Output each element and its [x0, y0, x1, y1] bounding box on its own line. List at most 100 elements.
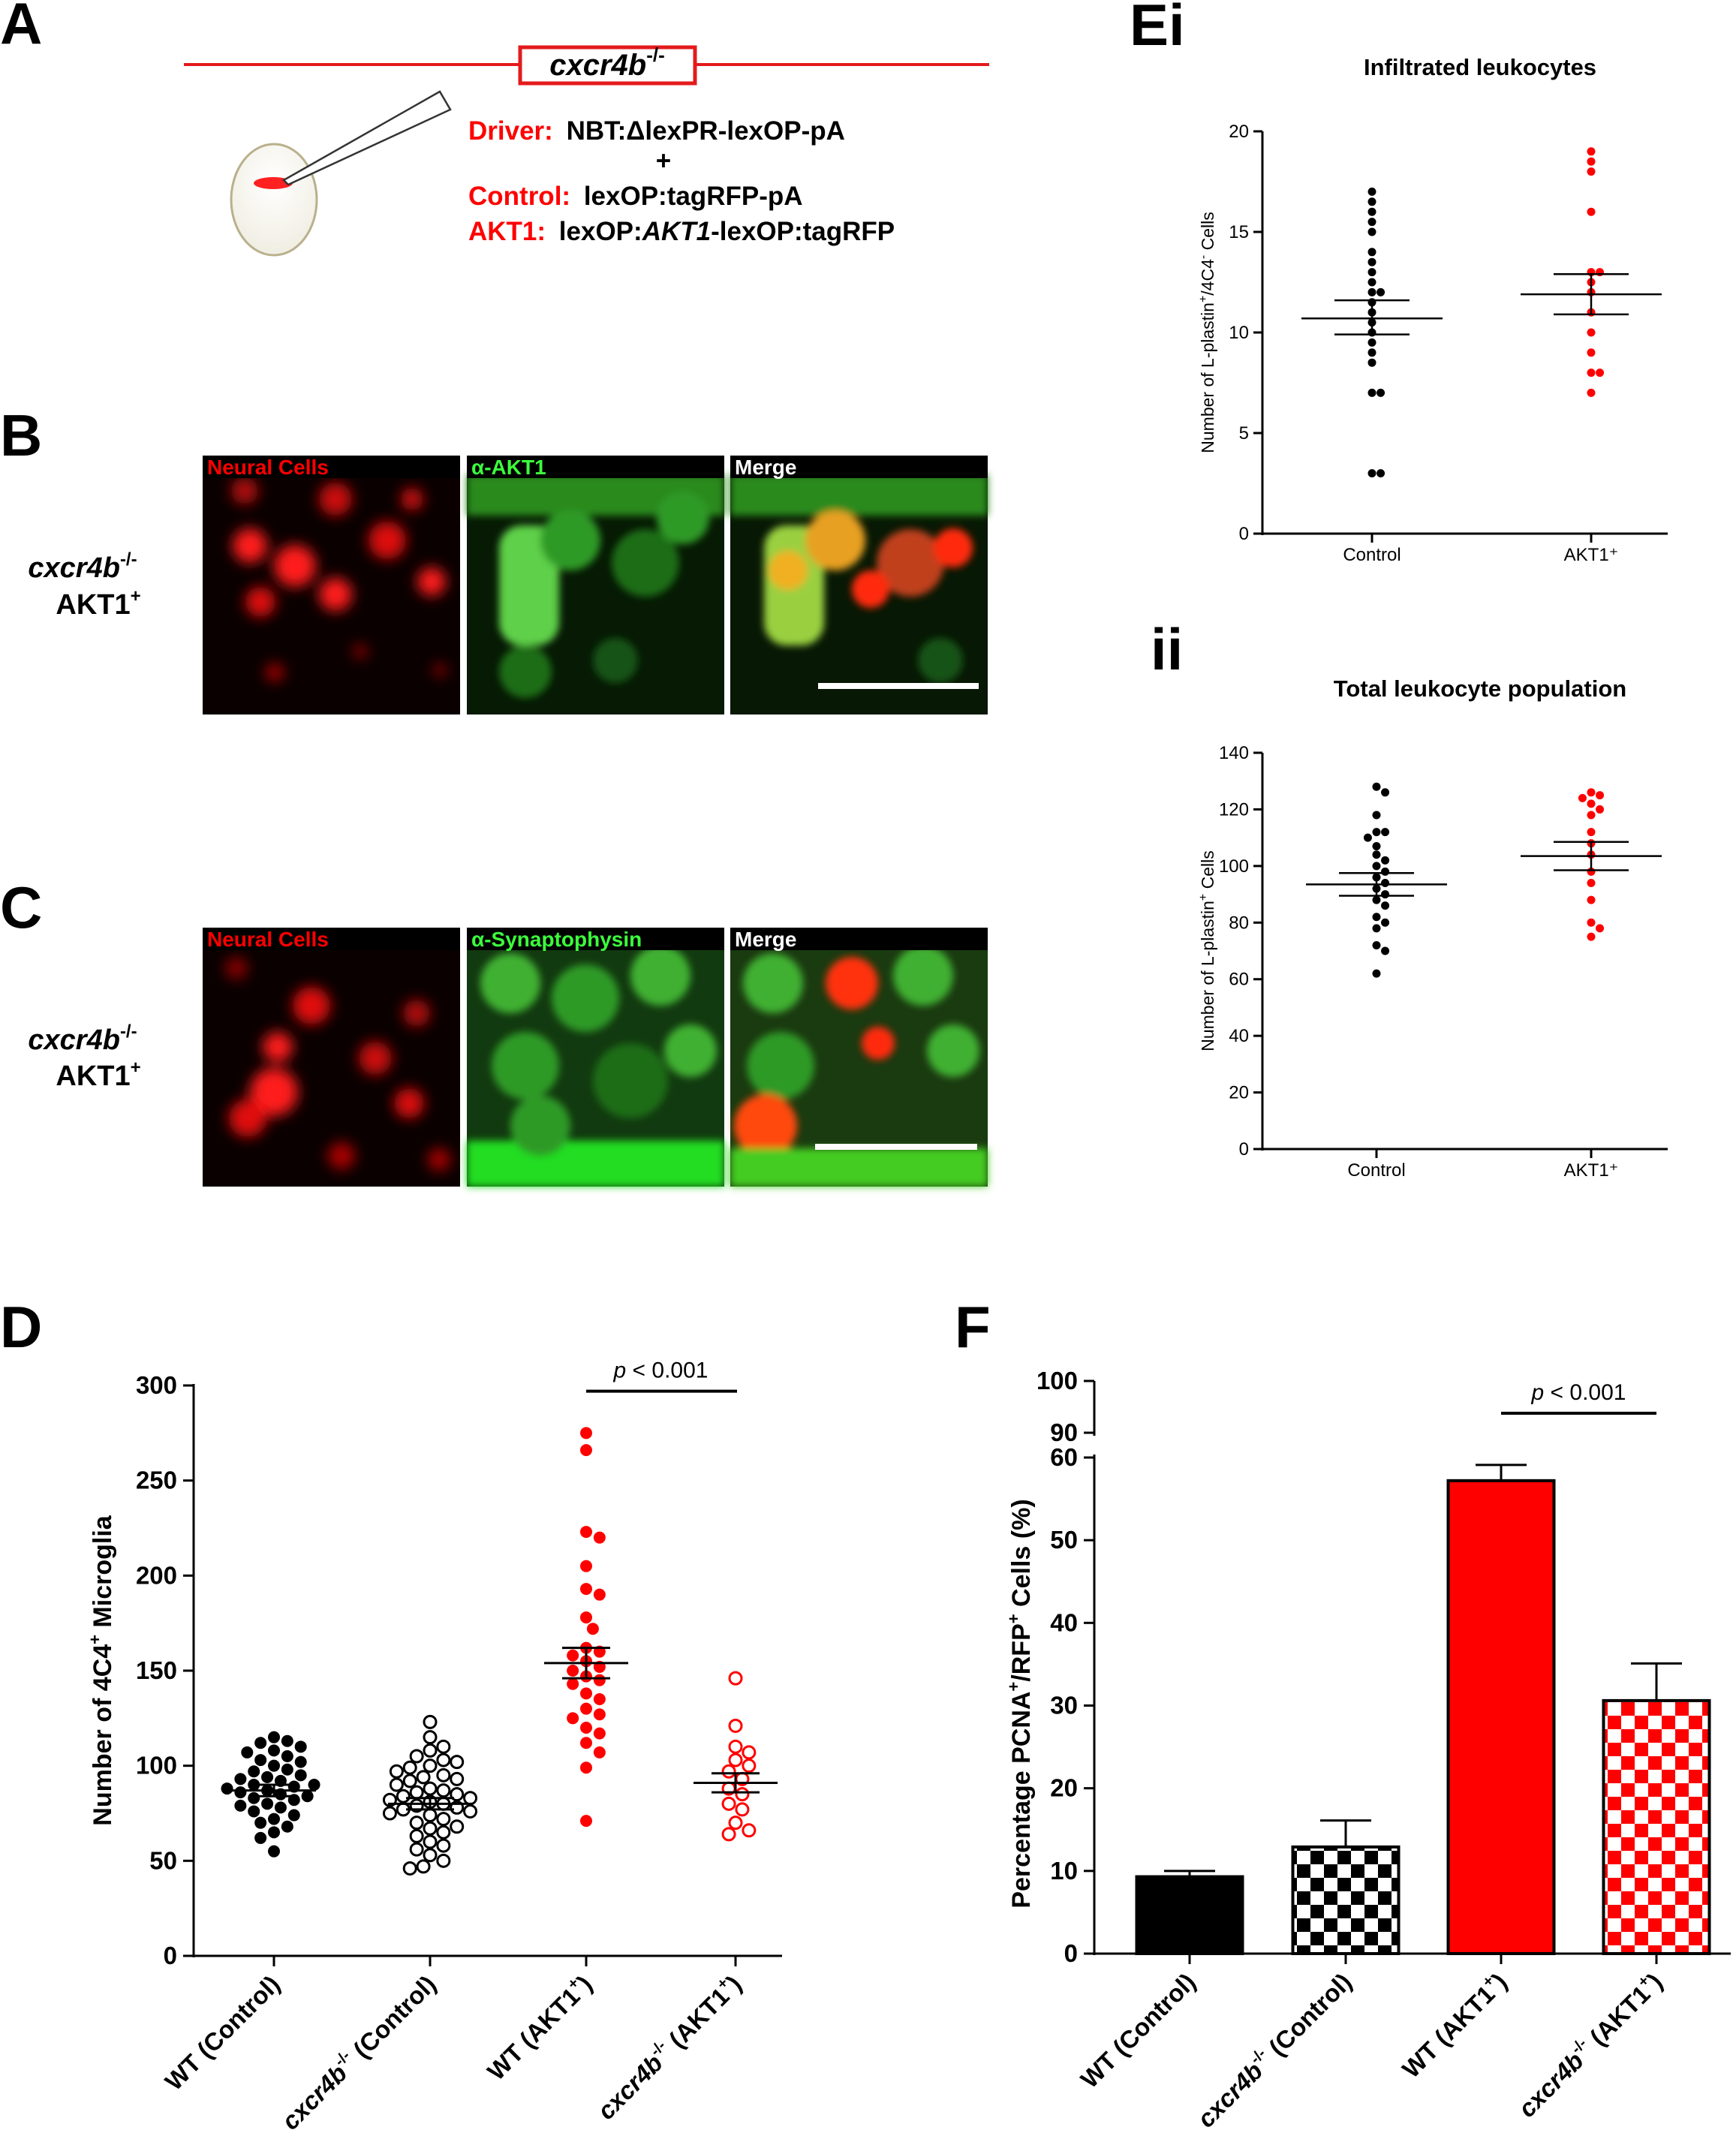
data-point: [1596, 369, 1605, 378]
data-point: [728, 1671, 743, 1686]
y-tick-label: 15: [1229, 222, 1249, 242]
data-point: [735, 1802, 750, 1817]
data-point: [1372, 940, 1381, 949]
data-point: [1587, 918, 1596, 927]
y-tick-label: 10: [1229, 323, 1249, 343]
data-point: [423, 1834, 438, 1849]
data-point: [436, 1812, 451, 1827]
data-point: [1372, 841, 1381, 850]
label-neural-cells-c: Neural Cells: [207, 928, 329, 951]
x-tick-label: AKT1⁺: [1564, 545, 1619, 565]
data-point: [1381, 788, 1390, 797]
data-point: [1587, 788, 1596, 797]
data-point: [423, 1821, 438, 1836]
data-point: [735, 1787, 750, 1802]
embryo-icon: [230, 143, 318, 257]
control-line: Control: lexOP:tagRFP-pA: [468, 182, 803, 211]
data-point: [450, 1755, 465, 1770]
y-tick-label: 0: [1064, 1939, 1078, 1967]
data-point: [567, 1665, 579, 1677]
data-point: [1587, 828, 1596, 837]
data-point: [1587, 147, 1596, 156]
panel-label-ei: Ei: [1130, 0, 1185, 58]
data-point: [1381, 918, 1390, 927]
data-point: [409, 1816, 424, 1831]
data-point: [1372, 850, 1381, 859]
data-point: [268, 1759, 280, 1772]
chart-microglia-count: 0 50 100 150 200 250 300 Number of 4C4+ Microgl…: [86, 1358, 782, 2135]
panel-b: cxcr4b-/- AKT1+ Neural Cells: [28, 456, 988, 714]
data-point: [382, 1806, 397, 1821]
y-tick-label: 50: [149, 1846, 177, 1874]
image-neural-cells-c: Neural Cells: [203, 928, 460, 1187]
data-point: [1372, 862, 1381, 871]
y-tick-label: 90: [1050, 1418, 1078, 1446]
data-point: [423, 1758, 438, 1773]
y-tick-label: 40: [1050, 1608, 1078, 1636]
data-point: [580, 1583, 592, 1596]
gene-box: [518, 45, 697, 86]
panel-label-f: F: [955, 1294, 991, 1360]
x-tick-label: Control: [1343, 545, 1401, 565]
data-point: [409, 1785, 424, 1800]
data-point: [1587, 811, 1596, 820]
data-point: [409, 1828, 424, 1843]
data-point: [1596, 805, 1605, 814]
image-merge-c: Merge: [730, 928, 988, 1187]
data-point: [254, 1816, 267, 1829]
data-point: [580, 1722, 592, 1734]
data-point: [423, 1848, 438, 1863]
chart-title: Infiltrated leukocytes: [1364, 54, 1596, 80]
y-axis-label: Number of L-plastin+ Cells: [1197, 850, 1217, 1051]
data-point: [287, 1809, 300, 1822]
data-point: [1372, 924, 1381, 933]
data-point: [1587, 388, 1596, 397]
y-tick-label: 20: [1229, 1083, 1249, 1103]
data-point: [248, 1765, 260, 1778]
y-tick-label: 30: [1050, 1692, 1078, 1719]
data-point: [580, 1737, 592, 1749]
chart-infiltrated-leukocytes: Infiltrated leukocytes 0 5 10 15 20 Number of …: [1197, 54, 1668, 565]
data-point: [580, 1560, 592, 1572]
data-point: [567, 1712, 579, 1725]
y-tick-label: 0: [164, 1942, 177, 1969]
data-point: [593, 1531, 606, 1544]
significance-label: p < 0.001: [613, 1358, 709, 1383]
data-point: [423, 1781, 438, 1796]
data-point: [1381, 901, 1390, 910]
data-point: [1587, 799, 1596, 808]
y-tick-label: 250: [136, 1467, 177, 1494]
data-point: [1587, 878, 1596, 887]
panel-c: cxcr4b-/- AKT1+ Neural Cells: [28, 928, 988, 1187]
data-point: [728, 1739, 743, 1754]
data-point: [1367, 348, 1376, 357]
y-tick-label: 120: [1219, 799, 1249, 820]
data-point: [1367, 287, 1376, 296]
data-point: [1372, 811, 1381, 820]
data-point: [254, 1754, 267, 1767]
y-tick-label: 140: [1219, 743, 1249, 763]
image-merge-b: Merge: [730, 456, 988, 714]
data-point: [416, 1859, 431, 1874]
data-point: [593, 1746, 606, 1758]
data-point: [1367, 187, 1376, 196]
x-tick-label: WT (Control): [160, 1970, 285, 2095]
x-tick-label: cxcr4b-/- (Control): [275, 1969, 441, 2135]
data-point: [389, 1764, 404, 1779]
data-point: [721, 1827, 736, 1842]
y-tick-label: 0: [1239, 524, 1249, 544]
needle-icon: [281, 90, 452, 186]
data-point: [254, 1737, 267, 1749]
data-point: [268, 1744, 280, 1757]
data-point: [1367, 358, 1376, 367]
y-tick-label: 100: [136, 1752, 177, 1779]
data-point: [402, 1773, 417, 1788]
y-tick-label: 40: [1229, 1026, 1249, 1046]
y-tick-label: 150: [136, 1656, 177, 1684]
panel-label-b: B: [0, 402, 42, 468]
y-tick-label: 0: [1239, 1139, 1249, 1160]
bar: [1135, 1875, 1244, 1955]
data-point: [721, 1764, 736, 1779]
